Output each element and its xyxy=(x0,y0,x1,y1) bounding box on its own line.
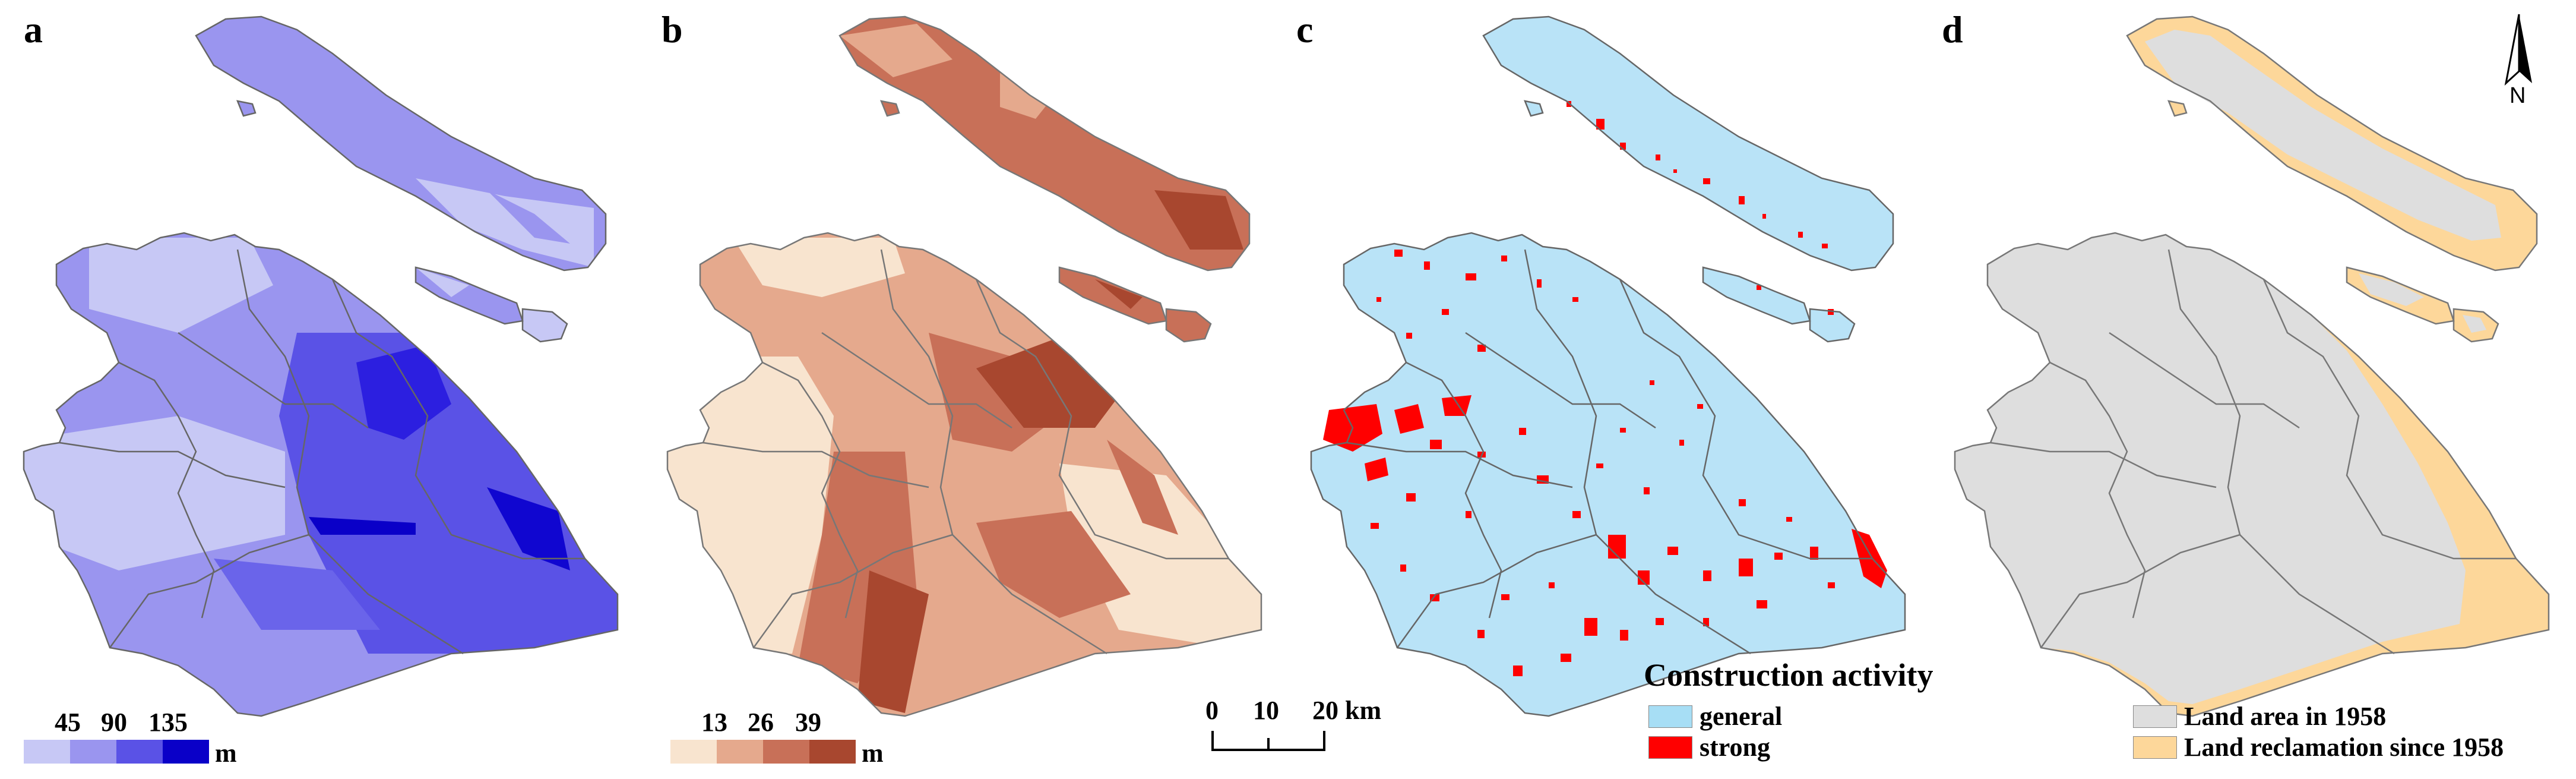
scale-tick-0: 0 xyxy=(1205,696,1219,725)
legend-a-swatch-3 xyxy=(116,740,163,764)
legend-b-swatch-3 xyxy=(763,740,809,764)
panel-c: c xyxy=(1287,0,1933,779)
legend-c-title: Construction activity xyxy=(1644,657,1933,693)
legend-b-unit: m xyxy=(862,739,884,768)
legend-a-swatch-2 xyxy=(70,740,116,764)
legend-d-swatch-reclamation xyxy=(2133,736,2177,759)
legend-c-item-general: general xyxy=(1648,701,1782,731)
map-a xyxy=(23,15,619,717)
legend-c-swatch-strong xyxy=(1648,736,1692,759)
legend-a-swatch-4 xyxy=(163,740,209,764)
scale-tick-20: 20 km xyxy=(1312,696,1382,725)
legend-b-swatch-2 xyxy=(717,740,763,764)
legend-d-label-1958: Land area in 1958 xyxy=(2184,702,2387,731)
panel-d: d N Land area in 1958 Land xyxy=(1931,0,2575,779)
legend-a-swatch-1 xyxy=(24,740,70,764)
legend-c-label-general: general xyxy=(1700,702,1783,731)
panel-a: a xyxy=(0,0,644,779)
panel-label-a: a xyxy=(24,8,43,51)
legend-d-label-reclamation: Land reclamation since 1958 xyxy=(2184,733,2504,762)
legend-b-tick-1: 13 xyxy=(701,708,727,737)
map-d xyxy=(1954,15,2550,717)
scale-tick-10: 10 xyxy=(1253,696,1279,725)
legend-c-label-strong: strong xyxy=(1700,733,1770,762)
legend-d-item-1958: Land area in 1958 xyxy=(2133,701,2386,731)
legend-a-tick-2: 90 xyxy=(101,708,127,737)
panel-label-d: d xyxy=(1942,8,1963,51)
legend-d-item-reclamation: Land reclamation since 1958 xyxy=(2133,732,2504,762)
panel-b: b xyxy=(644,0,1287,779)
legend-c-swatch-general xyxy=(1648,705,1692,728)
north-arrow-icon xyxy=(2504,14,2532,86)
panel-label-b: b xyxy=(662,8,683,51)
map-c xyxy=(1310,15,1906,717)
legend-c-item-strong: strong xyxy=(1648,732,1770,762)
north-label: N xyxy=(2509,83,2526,108)
legend-b-swatch-1 xyxy=(670,740,717,764)
legend-a-unit: m xyxy=(215,739,237,768)
legend-b-tick-2: 26 xyxy=(748,708,774,737)
scale-bar-line xyxy=(1211,731,1325,751)
legend-a-tick-3: 135 xyxy=(148,708,188,737)
legend-b-tick-3: 39 xyxy=(795,708,821,737)
panel-label-c: c xyxy=(1296,8,1314,51)
legend-a-tick-1: 45 xyxy=(55,708,81,737)
north-arrow: N xyxy=(2495,12,2543,113)
map-b xyxy=(666,15,1262,717)
legend-b-swatch-4 xyxy=(809,740,856,764)
legend-d-swatch-1958 xyxy=(2133,705,2177,728)
scale-bar: 0 10 20 km xyxy=(1205,695,1384,761)
